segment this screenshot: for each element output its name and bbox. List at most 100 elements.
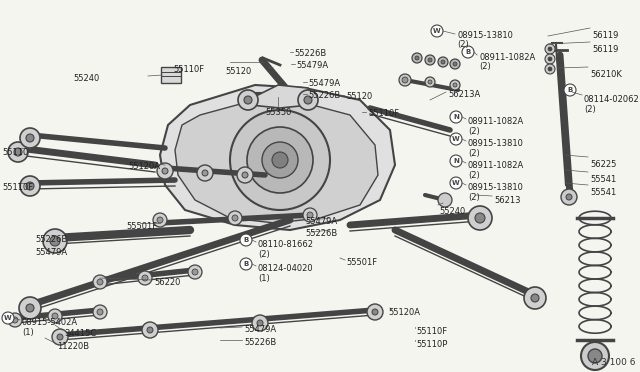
Circle shape xyxy=(450,133,462,145)
Text: B: B xyxy=(243,261,248,267)
Circle shape xyxy=(304,96,312,104)
Circle shape xyxy=(157,163,173,179)
Text: 56210K: 56210K xyxy=(590,70,622,79)
Circle shape xyxy=(26,304,34,312)
Text: (2): (2) xyxy=(468,193,480,202)
Text: 56220: 56220 xyxy=(154,278,180,287)
Circle shape xyxy=(438,193,452,207)
Circle shape xyxy=(26,182,34,190)
Circle shape xyxy=(415,56,419,60)
Circle shape xyxy=(244,96,252,104)
Text: 08114-02062: 08114-02062 xyxy=(584,95,640,104)
Text: 55110P: 55110P xyxy=(416,340,447,349)
Circle shape xyxy=(367,304,383,320)
Polygon shape xyxy=(160,85,395,230)
Circle shape xyxy=(20,128,40,148)
Text: (2): (2) xyxy=(479,62,491,71)
Circle shape xyxy=(425,77,435,87)
Text: W: W xyxy=(433,28,441,34)
FancyBboxPatch shape xyxy=(161,67,181,83)
Circle shape xyxy=(240,234,252,246)
Circle shape xyxy=(450,111,462,123)
Circle shape xyxy=(197,165,213,181)
Circle shape xyxy=(262,142,298,178)
Circle shape xyxy=(545,64,555,74)
Circle shape xyxy=(240,258,252,270)
Text: 11220B: 11220B xyxy=(57,342,89,351)
Circle shape xyxy=(242,172,248,178)
Text: 55501F: 55501F xyxy=(346,258,377,267)
Circle shape xyxy=(12,317,18,323)
Text: 55110: 55110 xyxy=(2,148,28,157)
Text: A·3 100 6: A·3 100 6 xyxy=(591,358,635,367)
Circle shape xyxy=(157,217,163,223)
Text: 56213: 56213 xyxy=(494,196,520,205)
Text: N: N xyxy=(453,114,459,120)
Circle shape xyxy=(252,315,268,331)
Text: 08915-13810: 08915-13810 xyxy=(468,139,524,148)
Circle shape xyxy=(52,313,58,319)
Text: 08915-13810: 08915-13810 xyxy=(457,31,513,40)
Text: 55120A: 55120A xyxy=(128,162,160,171)
Circle shape xyxy=(399,74,411,86)
Text: 55120: 55120 xyxy=(346,92,372,101)
Circle shape xyxy=(564,84,576,96)
Circle shape xyxy=(441,60,445,64)
Text: 55226B: 55226B xyxy=(308,91,340,100)
Circle shape xyxy=(561,189,577,205)
Circle shape xyxy=(142,275,148,281)
Text: 55110F: 55110F xyxy=(416,327,447,336)
Polygon shape xyxy=(248,85,310,108)
Text: 55226B: 55226B xyxy=(35,235,67,244)
Circle shape xyxy=(428,58,432,62)
Text: 55479A: 55479A xyxy=(244,325,276,334)
Text: (1): (1) xyxy=(258,274,269,283)
Circle shape xyxy=(97,309,103,315)
Text: B: B xyxy=(465,49,470,55)
Circle shape xyxy=(450,177,462,189)
Text: 55240: 55240 xyxy=(74,74,100,83)
Circle shape xyxy=(8,313,22,327)
Text: 56119: 56119 xyxy=(592,31,618,40)
Circle shape xyxy=(462,46,474,58)
Circle shape xyxy=(232,215,238,221)
Text: B: B xyxy=(568,87,573,93)
Circle shape xyxy=(26,134,34,142)
Text: 55226B: 55226B xyxy=(305,229,337,238)
Text: 08124-04020: 08124-04020 xyxy=(258,264,314,273)
Circle shape xyxy=(524,287,546,309)
Text: W: W xyxy=(452,136,460,142)
Circle shape xyxy=(545,54,555,64)
Circle shape xyxy=(372,309,378,315)
Text: (2): (2) xyxy=(468,127,480,136)
Text: (2): (2) xyxy=(584,105,596,114)
Circle shape xyxy=(162,168,168,174)
Circle shape xyxy=(431,25,443,37)
Circle shape xyxy=(228,211,242,225)
Circle shape xyxy=(588,349,602,363)
Text: 08911-1082A: 08911-1082A xyxy=(479,53,535,62)
Circle shape xyxy=(142,322,158,338)
Text: (2): (2) xyxy=(457,40,468,49)
Circle shape xyxy=(237,167,253,183)
Text: 08915-13810: 08915-13810 xyxy=(468,183,524,192)
Text: (2): (2) xyxy=(468,149,480,158)
Text: 55240: 55240 xyxy=(439,207,465,216)
Circle shape xyxy=(57,334,63,340)
Circle shape xyxy=(548,67,552,71)
Circle shape xyxy=(438,57,448,67)
Text: 08915-5402A: 08915-5402A xyxy=(22,318,78,327)
Text: W: W xyxy=(4,315,12,321)
Text: 55120: 55120 xyxy=(226,67,252,76)
Circle shape xyxy=(8,142,28,162)
Circle shape xyxy=(230,110,330,210)
Text: 55110F: 55110F xyxy=(368,109,399,118)
Circle shape xyxy=(48,309,62,323)
Circle shape xyxy=(307,212,313,218)
Circle shape xyxy=(147,327,153,333)
Circle shape xyxy=(19,297,41,319)
Circle shape xyxy=(450,155,462,167)
Text: 08911-1082A: 08911-1082A xyxy=(468,161,524,170)
Text: 08110-81662: 08110-81662 xyxy=(258,240,314,249)
Text: 55110F: 55110F xyxy=(174,65,205,74)
